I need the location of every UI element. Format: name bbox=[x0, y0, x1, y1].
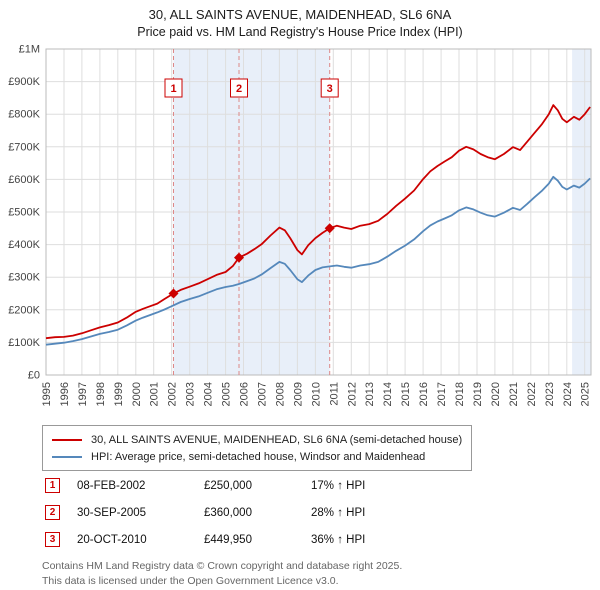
transaction-price: £250,000 bbox=[204, 479, 252, 492]
transaction-number-badge: 1 bbox=[45, 478, 60, 493]
x-axis-year-label: 2021 bbox=[508, 382, 520, 406]
transaction-date: 20-OCT-2010 bbox=[77, 533, 147, 546]
sale-number-label: 2 bbox=[236, 83, 242, 95]
y-axis-price-label: £500K bbox=[8, 207, 40, 219]
sale-number-box bbox=[164, 78, 183, 98]
transaction-hpi-change: 17% ↑ HPI bbox=[311, 479, 366, 492]
sale-number-label: 3 bbox=[327, 83, 333, 95]
x-axis-year-label: 2016 bbox=[418, 382, 430, 406]
x-axis-year-label: 2005 bbox=[221, 382, 233, 406]
transaction-row-1: 1 08-FEB-2002 £250,000 17% ↑ HPI bbox=[45, 478, 600, 493]
x-axis-year-label: 2001 bbox=[149, 382, 161, 406]
x-axis-year-label: 2006 bbox=[239, 382, 251, 406]
x-axis-year-label: 2015 bbox=[400, 382, 412, 406]
hpi-price-line bbox=[45, 175, 591, 346]
x-axis-year-label: 1995 bbox=[41, 382, 53, 406]
x-axis-year-label: 2010 bbox=[310, 382, 322, 406]
y-axis-price-label: £0 bbox=[28, 370, 40, 382]
transaction-price: £360,000 bbox=[204, 506, 252, 519]
chart-legend: 30, ALL SAINTS AVENUE, MAIDENHEAD, SL6 6… bbox=[42, 425, 473, 471]
transaction-row-2: 2 30-SEP-2005 £360,000 28% ↑ HPI bbox=[45, 505, 600, 520]
license-footer: Contains HM Land Registry data © Crown c… bbox=[42, 559, 600, 588]
x-axis-year-label: 2008 bbox=[274, 382, 286, 406]
transactions-table: 1 08-FEB-2002 £250,000 17% ↑ HPI 2 30-SE… bbox=[0, 478, 600, 547]
x-axis-year-label: 2022 bbox=[526, 382, 538, 406]
x-axis-year-label: 2012 bbox=[346, 382, 358, 406]
transaction-hpi-change: 28% ↑ HPI bbox=[311, 506, 366, 519]
transaction-price: £449,950 bbox=[204, 533, 252, 546]
x-axis-year-label: 2018 bbox=[454, 382, 466, 406]
x-axis-year-label: 2002 bbox=[167, 382, 179, 406]
x-axis-year-label: 2003 bbox=[185, 382, 197, 406]
hpi-line-swatch bbox=[52, 455, 82, 458]
sale-point-marker bbox=[168, 288, 179, 299]
sale-point-marker bbox=[234, 252, 244, 263]
transaction-date: 08-FEB-2002 bbox=[77, 479, 146, 492]
plot-border bbox=[45, 48, 592, 376]
y-axis-price-label: £300K bbox=[8, 272, 40, 284]
x-axis-year-label: 1999 bbox=[113, 382, 125, 406]
sale-number-box bbox=[230, 78, 248, 98]
y-axis-price-label: £100K bbox=[8, 337, 40, 349]
legend-item-hpi: HPI: Average price, semi-detached house,… bbox=[52, 448, 462, 465]
y-axis-price-label: £200K bbox=[8, 304, 40, 316]
y-axis-price-label: £400K bbox=[8, 239, 40, 251]
x-axis-year-label: 2020 bbox=[490, 382, 502, 406]
y-axis-price-label: £600K bbox=[8, 174, 40, 186]
transaction-hpi-change: 36% ↑ HPI bbox=[311, 533, 366, 546]
x-axis-year-label: 2014 bbox=[382, 382, 394, 406]
x-axis-year-label: 1998 bbox=[95, 382, 107, 406]
x-axis-year-label: 2004 bbox=[203, 382, 215, 406]
sale-number-box bbox=[320, 78, 339, 98]
legend-item-property: 30, ALL SAINTS AVENUE, MAIDENHEAD, SL6 6… bbox=[52, 431, 462, 448]
legend-label-hpi: HPI: Average price, semi-detached house,… bbox=[91, 450, 426, 463]
page-title: 30, ALL SAINTS AVENUE, MAIDENHEAD, SL6 6… bbox=[148, 7, 452, 22]
x-axis-year-label: 1997 bbox=[77, 382, 89, 406]
x-axis-year-label: 2009 bbox=[292, 382, 304, 406]
property-line-swatch bbox=[52, 438, 82, 441]
x-axis-year-label: 2024 bbox=[562, 382, 574, 406]
x-axis-year-label: 2023 bbox=[544, 382, 556, 406]
y-axis-price-label: £900K bbox=[8, 76, 40, 88]
x-axis-year-label: 2007 bbox=[257, 382, 269, 406]
y-axis-price-label: £1M bbox=[19, 44, 40, 56]
sale-point-marker bbox=[324, 223, 335, 234]
x-axis-year-label: 2025 bbox=[580, 382, 592, 406]
footer-line-2: This data is licensed under the Open Gov… bbox=[42, 574, 339, 587]
sale-number-label: 1 bbox=[170, 83, 176, 95]
transaction-number-badge: 2 bbox=[45, 505, 60, 520]
price-history-chart: 1995 1996 1997 1998 1999 2000 2001 2002 2003 2004… bbox=[8, 44, 592, 407]
x-axis-year-label: 2013 bbox=[364, 382, 376, 406]
y-axis-price-label: £800K bbox=[8, 109, 40, 121]
transaction-row-3: 3 20-OCT-2010 £449,950 36% ↑ HPI bbox=[45, 532, 600, 547]
x-axis-year-label: 2017 bbox=[436, 382, 448, 406]
legend-label-property: 30, ALL SAINTS AVENUE, MAIDENHEAD, SL6 6… bbox=[91, 433, 463, 446]
footer-line-1: Contains HM Land Registry data © Crown c… bbox=[42, 560, 403, 572]
x-axis-year-label: 2000 bbox=[131, 382, 143, 406]
transaction-date: 30-SEP-2005 bbox=[77, 506, 147, 519]
x-axis-year-label: 1996 bbox=[59, 382, 71, 406]
page-subtitle: Price paid vs. HM Land Registry's House … bbox=[137, 25, 463, 39]
y-axis-price-label: £700K bbox=[8, 141, 40, 153]
x-axis-year-label: 2019 bbox=[472, 382, 484, 406]
transaction-number-badge: 3 bbox=[45, 532, 60, 547]
x-axis-year-label: 2011 bbox=[328, 382, 340, 406]
